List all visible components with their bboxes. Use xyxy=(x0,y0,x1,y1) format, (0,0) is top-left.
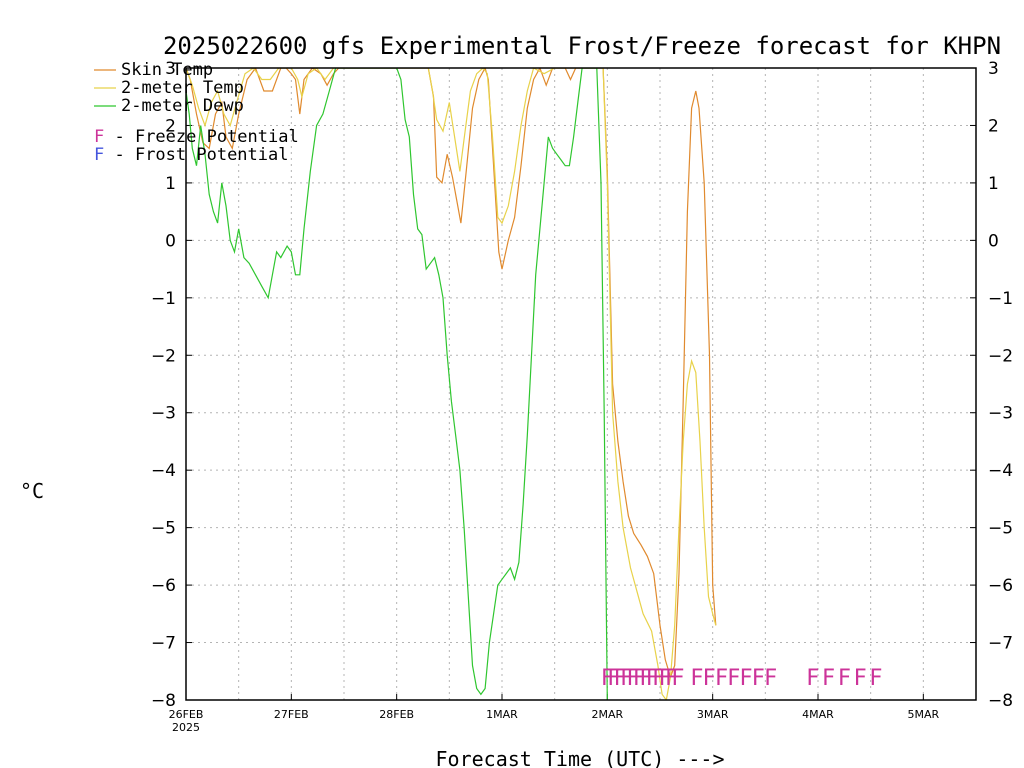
series-line-3 xyxy=(186,68,608,700)
y-tick-label: −1 xyxy=(988,289,1013,309)
y-tick-label: −6 xyxy=(988,576,1013,596)
legend-text: - Freeze Potential xyxy=(104,127,298,147)
freeze-marker: F xyxy=(822,666,835,691)
freeze-marker: F xyxy=(671,666,684,691)
legend-label: Skin Temp xyxy=(121,60,213,80)
y-tick-label: 0 xyxy=(165,231,176,251)
freeze-marker: F xyxy=(715,666,728,691)
freeze-marker: F xyxy=(727,666,740,691)
plot-frame xyxy=(185,67,977,701)
freeze-marker: F xyxy=(806,666,819,691)
legend-label: F - Freeze Potential xyxy=(94,127,299,147)
y-tick-label: −5 xyxy=(988,519,1013,539)
y-tick-label: −4 xyxy=(988,461,1013,481)
y-axis-right: −8 −7 −6 −5 −4 −3 −2 −1 0 1 2 3 xyxy=(970,59,1013,711)
freeze-marker: F xyxy=(652,666,665,691)
freeze-marker: F xyxy=(620,666,633,691)
grid xyxy=(186,68,976,700)
x-tick-label: 1MAR xyxy=(486,708,518,721)
x-tick-label: 2MAR xyxy=(591,708,623,721)
freeze-marker: F xyxy=(639,666,652,691)
y-tick-label: 3 xyxy=(165,59,176,79)
x-tick-label: 3MAR xyxy=(697,708,729,721)
freeze-marker: F xyxy=(764,666,777,691)
y-tick-label: −1 xyxy=(151,289,176,309)
freeze-marker: F xyxy=(739,666,752,691)
y-tick-label: −8 xyxy=(151,691,176,711)
legend-symbol: F xyxy=(94,145,104,165)
freeze-marker: F xyxy=(607,666,620,691)
y-tick-label: 0 xyxy=(988,231,999,251)
x-tick-sublabel: 2025 xyxy=(172,721,200,734)
legend-symbol: F xyxy=(94,127,104,147)
y-tick-label: −7 xyxy=(988,634,1013,654)
y-tick-label: −6 xyxy=(151,576,176,596)
freeze-marker: F xyxy=(658,666,671,691)
legend-text: - Frost Potential xyxy=(104,145,288,165)
x-tick-label: 26FEB xyxy=(169,708,204,721)
y-tick-label: −3 xyxy=(151,404,176,424)
y-tick-label: −2 xyxy=(151,346,176,366)
x-axis-label: Forecast Time (UTC) ---> xyxy=(436,747,725,768)
freeze-marker: F xyxy=(646,666,659,691)
x-tick-label: 4MAR xyxy=(802,708,834,721)
series-line-2 xyxy=(186,68,717,700)
x-tick-label: 28FEB xyxy=(379,708,414,721)
chart-title: 2025022600 gfs Experimental Frost/Freeze… xyxy=(163,32,1001,60)
y-tick-label: −2 xyxy=(988,346,1013,366)
y-axis-left: −8 −7 −6 −5 −4 −3 −2 −1 0 1 2 3 xyxy=(151,59,192,711)
freeze-marker: F xyxy=(752,666,765,691)
legend-label: 2-meter Dewp xyxy=(121,96,244,116)
y-tick-label: −7 xyxy=(151,634,176,654)
x-tick-label: 5MAR xyxy=(907,708,939,721)
y-tick-label: −3 xyxy=(988,404,1013,424)
freeze-marker: F xyxy=(869,666,882,691)
x-tick-label: 27FEB xyxy=(274,708,309,721)
y-tick-label: 3 xyxy=(988,59,999,79)
freeze-marker: F xyxy=(665,666,678,691)
y-tick-label: −8 xyxy=(988,691,1013,711)
legend-label: F - Frost Potential xyxy=(94,145,288,165)
y-tick-label: 1 xyxy=(988,174,999,194)
freeze-marker: F xyxy=(601,666,614,691)
freeze-marker: F xyxy=(854,666,867,691)
legend-label: 2-meter Temp xyxy=(121,78,244,98)
series-line-1 xyxy=(186,68,717,679)
y-tick-label: 2 xyxy=(988,116,999,136)
freeze-marker: F xyxy=(614,666,627,691)
freeze-marker: F xyxy=(703,666,716,691)
series-lines xyxy=(186,68,717,700)
freeze-marker: F xyxy=(626,666,639,691)
y-tick-label: −4 xyxy=(151,461,176,481)
freeze-marker: F xyxy=(633,666,646,691)
y-tick-label: 1 xyxy=(165,174,176,194)
freeze-marker: F xyxy=(690,666,703,691)
y-tick-label: −5 xyxy=(151,519,176,539)
freeze-marker: F xyxy=(838,666,851,691)
y-tick-label: 2 xyxy=(165,116,176,136)
y-axis-label: °C xyxy=(20,479,44,503)
